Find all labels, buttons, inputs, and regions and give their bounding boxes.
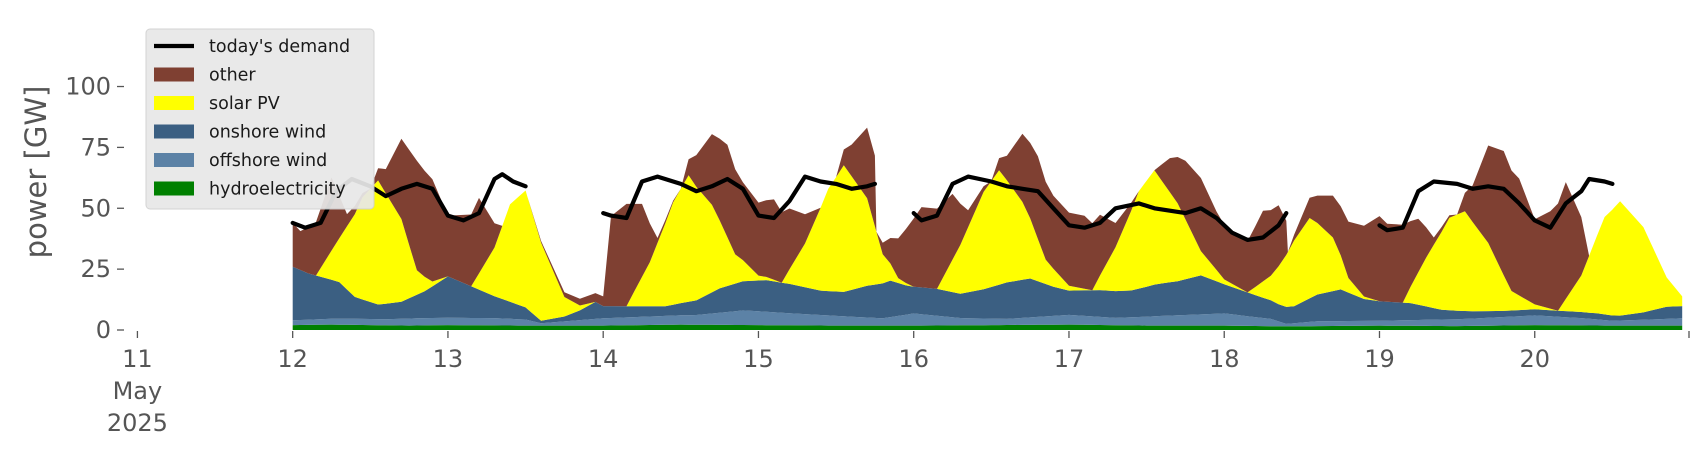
- x-tick-label-12: 12: [277, 345, 308, 373]
- legend-swatch-hydroelectricity: [154, 181, 194, 196]
- area-onshore-wind: [292, 266, 1683, 324]
- y-axis-title: power [GW]: [19, 86, 53, 259]
- x-tick-label-19: 19: [1364, 345, 1395, 373]
- legend-swatch-offshore-wind: [154, 153, 194, 167]
- legend-label-other: other: [209, 66, 256, 86]
- demand-line-segment-4: [1377, 176, 1615, 233]
- legend-swatch-onshore-wind: [154, 124, 194, 139]
- legend-label-offshore-wind: offshore wind: [209, 151, 327, 171]
- y-tick-label-25: 25: [80, 255, 111, 283]
- legend-swatch-other: [154, 67, 194, 82]
- y-axis: 0 25 50 75 100: [65, 73, 124, 344]
- y-tick-label-50: 50: [80, 194, 111, 222]
- x-tick-label-17: 17: [1054, 345, 1085, 373]
- legend-box: [145, 28, 375, 210]
- area-other: [292, 127, 1683, 311]
- x-tick-label-20: 20: [1519, 345, 1550, 373]
- y-tick-label-75: 75: [80, 133, 111, 161]
- x-tick-label-11: 11 May 2025: [107, 345, 168, 437]
- legend-label-today-s-demand: today's demand: [209, 37, 350, 57]
- area-offshore-wind: [292, 310, 1683, 327]
- y-tick-label-100: 100: [65, 73, 111, 101]
- x-tick-label-15: 15: [743, 345, 774, 373]
- legend: today's demand other solar PV onshore wind o…: [145, 28, 375, 210]
- y-tick-label-0: 0: [96, 316, 111, 344]
- x-tick-label-14: 14: [588, 345, 619, 373]
- x-axis: 11 May 2025 12 13 14 15 16 17 18 19 20: [107, 331, 1690, 437]
- demand-line-segment-3: [911, 174, 1289, 242]
- area-series-group: [292, 127, 1683, 330]
- legend-swatch-solar-pv: [154, 96, 194, 110]
- legend-label-hydroelectricity: hydroelectricity: [209, 180, 346, 200]
- area-hydroelectricity: [292, 324, 1683, 330]
- x-tick-label-18: 18: [1209, 345, 1240, 373]
- legend-label-solar-pv: solar PV: [209, 94, 280, 114]
- area-solar-pv: [292, 165, 1683, 321]
- demand-line-segment-2: [601, 174, 877, 221]
- x-tick-label-16: 16: [898, 345, 929, 373]
- legend-label-onshore-wind: onshore wind: [209, 123, 326, 143]
- x-tick-label-13: 13: [433, 345, 464, 373]
